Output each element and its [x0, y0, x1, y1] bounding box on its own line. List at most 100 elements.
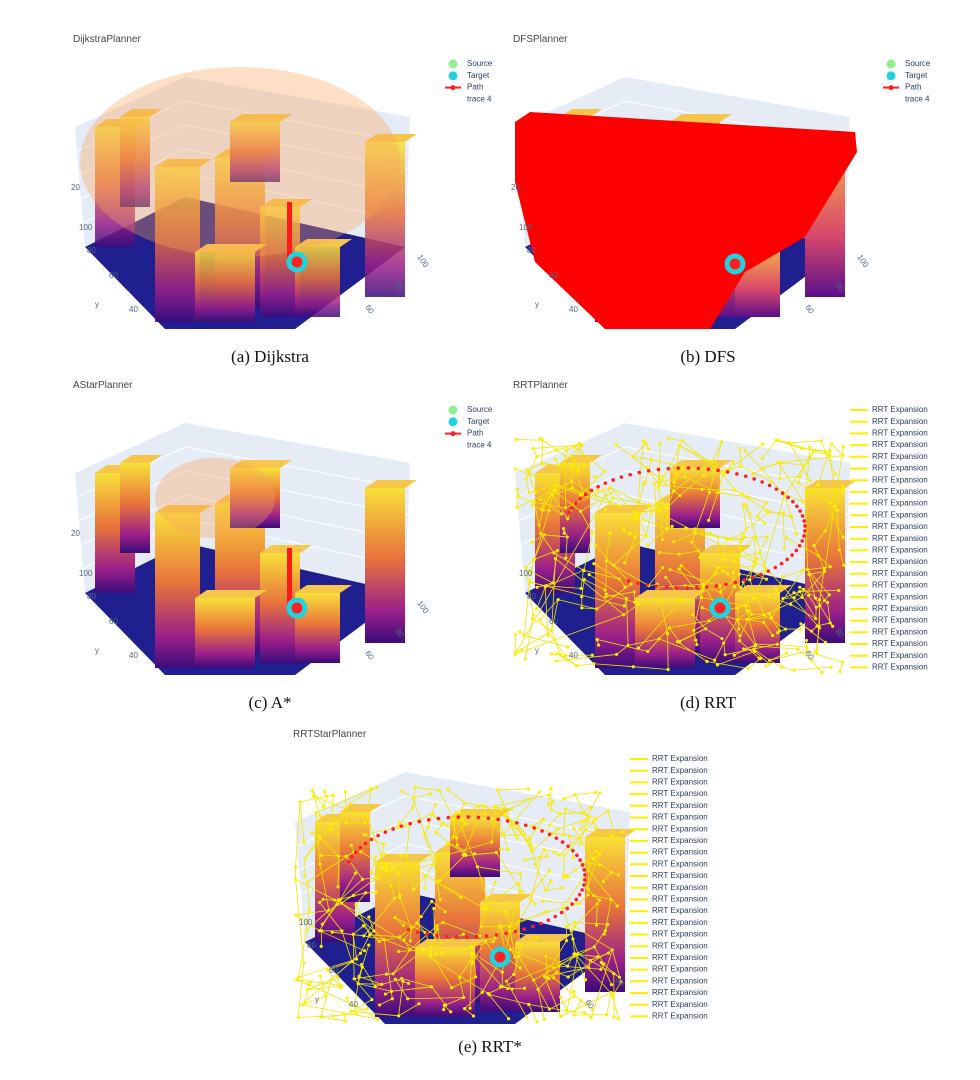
legend-label: RRT Expansion: [652, 836, 708, 845]
building: [155, 513, 200, 668]
rrt-edge: [616, 645, 629, 655]
rrt-edge: [743, 569, 766, 583]
rrt-edge: [530, 510, 550, 572]
rrt-node: [657, 508, 661, 513]
rrt-node: [755, 557, 760, 561]
building-top: [365, 134, 417, 142]
rrt-node: [760, 457, 764, 461]
legend-marker: [448, 59, 458, 69]
legend-label: RRT Expansion: [652, 789, 708, 798]
rrt-node: [500, 970, 504, 974]
rrt-edge: [295, 879, 305, 964]
rrt-node: [493, 936, 497, 940]
rrt-node: [571, 463, 575, 468]
building: [375, 862, 420, 1017]
rrt-edge: [681, 597, 702, 601]
rrt-node: [767, 612, 771, 616]
rrt-node: [444, 1003, 448, 1007]
rrt-path-node: [575, 853, 579, 858]
rrt-node: [484, 907, 488, 911]
rrt-edge: [518, 495, 535, 503]
rrt-node: [690, 540, 694, 544]
rrt-edge: [605, 591, 635, 598]
rrt-edge: [439, 790, 454, 821]
rrt-edge: [636, 483, 645, 513]
rrt-node: [837, 548, 842, 552]
rrt-node: [808, 479, 812, 483]
rrt-node: [367, 915, 371, 919]
rrt-node: [745, 617, 749, 621]
rrt-node: [582, 464, 586, 468]
legend-label: RRT Expansion: [652, 941, 708, 950]
building-top: [260, 545, 312, 553]
rrt-node: [743, 535, 747, 539]
rrt-node: [738, 447, 742, 451]
rrt-edge: [374, 978, 402, 987]
legend-label: Source: [467, 59, 493, 68]
rrt-edge: [789, 442, 811, 482]
rrt-node: [826, 600, 830, 605]
rrt-path-node: [474, 934, 479, 939]
rrt-node: [572, 952, 576, 956]
rrt-edge: [667, 633, 669, 670]
rrt-edge: [352, 934, 355, 979]
rrt-node: [744, 503, 748, 507]
rrt-edge: [464, 1008, 474, 1017]
dfs-path: [515, 112, 857, 329]
building-top: [120, 109, 162, 117]
rrt-edge: [560, 654, 578, 666]
rrt-node: [531, 978, 536, 982]
rrt-node: [757, 551, 762, 555]
rrt-edge: [552, 550, 558, 583]
target-marker: [709, 597, 731, 619]
rrt-edge: [611, 831, 624, 837]
rrt-node: [781, 575, 785, 579]
rrt-node: [318, 900, 322, 905]
legend-label: Path: [905, 83, 921, 92]
rrt-node: [437, 788, 442, 793]
building-top: [260, 199, 312, 207]
rrt-edge: [497, 788, 529, 791]
rrt-node: [596, 488, 600, 493]
rrt-node: [542, 533, 546, 537]
rrt-edge: [459, 977, 465, 998]
rrt-node: [329, 828, 333, 832]
rrt-node: [698, 555, 702, 559]
rrt-edge: [769, 650, 808, 661]
building-top: [480, 894, 532, 902]
legend-label: RRT Expansion: [652, 778, 708, 787]
rrt-node: [415, 921, 419, 925]
rrt-node: [535, 936, 539, 940]
rrt-edge: [531, 846, 537, 865]
rrt-edge: [295, 914, 320, 932]
rrt-edge: [320, 930, 323, 947]
rrt-edge: [549, 996, 575, 1010]
rrt-node: [700, 487, 704, 491]
rrt-edge: [358, 944, 370, 977]
rrt-path-node: [515, 821, 519, 825]
rrt-node: [549, 808, 553, 812]
rrt-edge: [779, 475, 801, 479]
rrt-path-node: [476, 815, 481, 820]
rrt-edge: [315, 786, 378, 813]
rrt-edge: [559, 821, 595, 856]
rrt-node: [559, 1014, 563, 1019]
rrt-edge: [355, 892, 366, 906]
rrt-node: [577, 441, 582, 446]
rrt-node: [407, 981, 411, 985]
rrt-node: [374, 855, 378, 859]
rrt-node: [516, 494, 521, 498]
grid-line: [624, 446, 850, 490]
rrt-node: [423, 886, 427, 890]
rrt-node: [553, 850, 557, 854]
rrt-edge: [748, 496, 767, 504]
rrt-node: [660, 538, 664, 542]
rrt-node: [551, 800, 555, 804]
rrt-edge: [398, 1003, 420, 1017]
x-tick-label: 60: [803, 649, 816, 662]
rrt-edge: [553, 552, 585, 571]
rrt-node: [434, 830, 438, 834]
rrt-path-node: [714, 584, 719, 588]
rrt-node: [565, 1009, 569, 1013]
rrt-node: [623, 561, 627, 565]
